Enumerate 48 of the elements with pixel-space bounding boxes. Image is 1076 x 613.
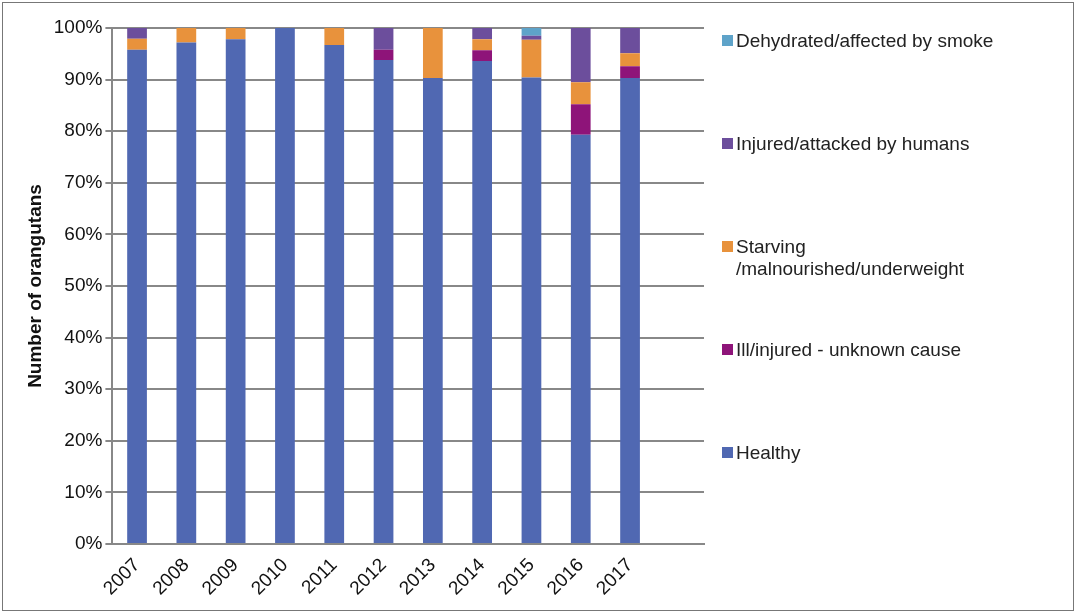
bar [472, 28, 493, 40]
bar [324, 45, 345, 543]
y-tick-label: 50% [64, 274, 103, 296]
bar [570, 104, 591, 135]
bar [422, 28, 443, 79]
bar [324, 28, 345, 46]
bar [521, 77, 542, 543]
bar [521, 28, 542, 36]
y-tick-label: 0% [74, 532, 103, 554]
legend-label: Starving /malnourished/underweight [736, 236, 966, 280]
bar [620, 78, 640, 543]
bar [570, 82, 591, 105]
bar [472, 39, 493, 51]
bar [570, 134, 591, 543]
y-tick-label: 70% [64, 171, 103, 193]
bar [570, 28, 591, 83]
bar [373, 28, 394, 50]
bar [127, 28, 147, 39]
bar [620, 53, 640, 67]
bar [373, 59, 394, 543]
bar [620, 66, 640, 79]
bar [127, 49, 147, 543]
bar [521, 35, 542, 40]
bar [127, 38, 147, 50]
bar [620, 28, 640, 54]
y-tick-label: 10% [64, 480, 103, 502]
bar [225, 28, 246, 40]
legend-label: Dehydrated/affected by smoke [736, 30, 995, 52]
bar [422, 78, 443, 543]
y-tick-label: 30% [64, 377, 103, 399]
legend-label: Ill/injured - unknown cause [736, 339, 962, 361]
bar [176, 42, 197, 543]
y-tick-label: 90% [64, 67, 103, 89]
bar [472, 61, 493, 543]
legend-label: Healthy [736, 442, 802, 464]
y-tick-label: 40% [64, 325, 103, 347]
bar [176, 28, 197, 43]
bar [275, 28, 295, 543]
y-tick-label: 100% [53, 16, 103, 38]
legend-label: Injured/attacked by humans [736, 133, 971, 155]
y-axis-title: Number of orangutans [23, 184, 45, 388]
bar [373, 49, 394, 60]
bar [521, 39, 542, 78]
y-tick-label: 20% [64, 429, 103, 451]
bar [225, 39, 246, 543]
y-tick-label: 60% [64, 222, 103, 244]
y-tick-label: 80% [64, 119, 103, 141]
bar [472, 50, 493, 62]
